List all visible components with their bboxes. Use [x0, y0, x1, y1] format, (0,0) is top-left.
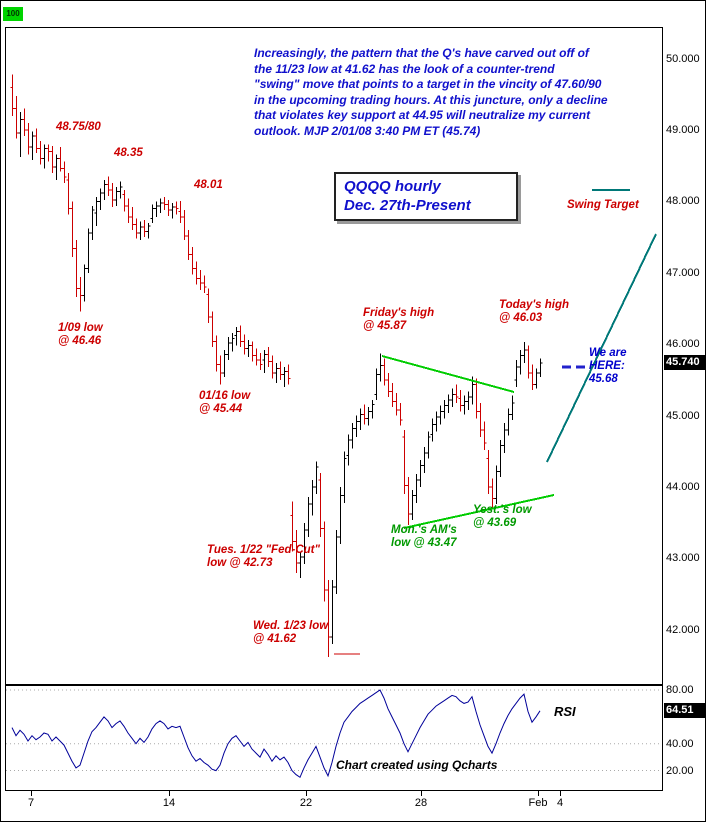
annotation-low-0109: 1/09 low @ 46.46: [58, 322, 103, 347]
time-axis-tick: [560, 791, 561, 796]
price-axis-label: 49.000: [666, 124, 700, 137]
price-axis-label: 46.000: [666, 338, 700, 351]
annotation-swing-target: Swing Target: [567, 199, 639, 211]
chart-title-box: QQQQ hourly Dec. 27th-Present: [334, 172, 518, 221]
support-trendline: [403, 494, 555, 529]
price-axis-label: 42.000: [666, 623, 700, 636]
annotation-level-4801: 48.01: [194, 179, 223, 191]
annotation-low-0123: Wed. 1/23 low @ 41.62: [253, 620, 329, 645]
annotation-yesterday-low: Yest.'s low @ 43.69: [473, 504, 532, 529]
credit-text: Chart created using Qcharts: [336, 758, 498, 772]
time-axis-label: 22: [299, 797, 313, 809]
price-axis-label: 43.000: [666, 552, 700, 565]
current-price-box: 45.740: [664, 354, 705, 370]
analyst-note: Increasingly, the pattern that the Q's h…: [254, 46, 608, 138]
rsi-label: RSI: [554, 704, 576, 719]
time-axis-tick: [31, 791, 32, 796]
swing-projection-line: [546, 233, 657, 463]
rsi-line: [11, 689, 541, 779]
time-axis-label: 14: [162, 797, 176, 809]
rsi-chart: [6, 689, 660, 779]
price-axis-label: 45.000: [666, 409, 700, 422]
annotation-today-high: Today's high @ 46.03: [499, 299, 570, 324]
rsi-axis-label: 40.00: [666, 737, 694, 750]
rsi-axis-label: 20.00: [666, 764, 694, 777]
time-axis-label: Feb: [528, 797, 548, 809]
annotation-we-are-here: We are HERE: 45.68: [589, 347, 627, 385]
time-axis-label: 7: [27, 797, 35, 809]
price-axis-label: 48.000: [666, 195, 700, 208]
symbol-badge: 100: [3, 7, 23, 21]
price-axis: 50.000 49.000 48.000 47.000 46.000 45.000 44.0…: [664, 27, 705, 817]
price-chart: [10, 74, 657, 658]
annotation-level-4875-80: 48.75/80: [56, 121, 101, 133]
time-axis-label: 28: [414, 797, 428, 809]
time-axis-tick: [538, 791, 539, 796]
chart-title-line2: Dec. 27th-Present: [344, 197, 471, 214]
rsi-axis-label: 80.00: [666, 684, 694, 697]
time-axis-tick: [169, 791, 170, 796]
time-axis: 7 14 22 28 Feb 4: [5, 791, 663, 819]
annotation-level-4835: 48.35: [114, 147, 143, 159]
price-axis-label: 44.000: [666, 481, 700, 494]
annotation-low-0116: 01/16 low @ 45.44: [199, 390, 251, 415]
time-axis-tick: [306, 791, 307, 796]
price-chart-panel: Increasingly, the pattern that the Q's h…: [5, 27, 663, 685]
annotation-monday-am-low: Mon.'s AM's low @ 43.47: [391, 524, 457, 549]
time-axis-label: 4: [556, 797, 564, 809]
price-axis-label: 50.000: [666, 52, 700, 65]
chart-title-line1: QQQQ hourly: [344, 178, 441, 195]
resistance-trendline: [381, 355, 515, 393]
annotation-friday-high: Friday's high @ 45.87: [363, 307, 435, 332]
time-axis-tick: [421, 791, 422, 796]
annotation-fed-cut-low: Tues. 1/22 "Fed-Cut" low @ 42.73: [207, 544, 320, 569]
current-rsi-box: 64.51: [664, 702, 705, 718]
price-axis-label: 47.000: [666, 266, 700, 279]
rsi-panel: RSI Chart created using Qcharts: [5, 685, 663, 791]
